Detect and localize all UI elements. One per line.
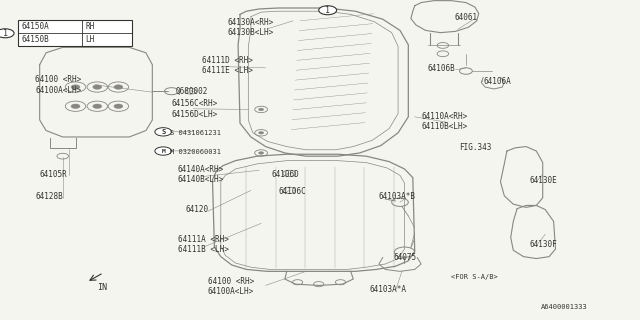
- Circle shape: [114, 104, 123, 108]
- Circle shape: [259, 108, 264, 111]
- Text: FIG.343: FIG.343: [460, 143, 492, 152]
- Text: 64111D <RH>
64111E <LH>: 64111D <RH> 64111E <LH>: [202, 56, 252, 75]
- Text: Q680002: Q680002: [176, 87, 209, 96]
- Circle shape: [93, 85, 102, 89]
- Text: M: M: [161, 148, 165, 154]
- Text: A6400001333: A6400001333: [541, 304, 588, 309]
- Text: LH: LH: [86, 35, 95, 44]
- Text: RH: RH: [86, 22, 95, 31]
- Circle shape: [71, 85, 80, 89]
- Circle shape: [319, 6, 337, 15]
- Circle shape: [259, 132, 264, 134]
- Text: 64156C<RH>
64156D<LH>: 64156C<RH> 64156D<LH>: [172, 99, 218, 118]
- Text: 64106D: 64106D: [272, 170, 300, 179]
- Circle shape: [259, 152, 264, 154]
- Text: S: S: [161, 129, 165, 135]
- Text: 64106A: 64106A: [483, 77, 511, 86]
- Text: 64061: 64061: [454, 13, 477, 22]
- Text: 64130F: 64130F: [530, 240, 557, 249]
- Text: M 0320060031: M 0320060031: [170, 149, 221, 155]
- Text: IN: IN: [97, 283, 108, 292]
- Text: 64103A*A: 64103A*A: [370, 285, 407, 294]
- Text: 64128B: 64128B: [35, 192, 63, 201]
- Text: S 0431061231: S 0431061231: [170, 130, 221, 136]
- Circle shape: [155, 147, 172, 155]
- Text: 64150A: 64150A: [22, 22, 49, 31]
- Text: 64110A<RH>
64110B<LH>: 64110A<RH> 64110B<LH>: [421, 112, 467, 131]
- Text: 1: 1: [3, 29, 8, 38]
- Text: 64100 <RH>
64100A<LH>: 64100 <RH> 64100A<LH>: [35, 75, 81, 94]
- Text: 64111A <RH>
64111B <LH>: 64111A <RH> 64111B <LH>: [178, 235, 228, 254]
- Text: 64105R: 64105R: [40, 170, 67, 179]
- Text: 64075: 64075: [394, 253, 417, 262]
- Text: 64140A<RH>
64140B<LH>: 64140A<RH> 64140B<LH>: [178, 165, 224, 184]
- Text: 64100 <RH>
64100A<LH>: 64100 <RH> 64100A<LH>: [208, 277, 254, 296]
- Text: 64106B: 64106B: [428, 64, 455, 73]
- Text: 64150B: 64150B: [22, 35, 49, 44]
- Circle shape: [114, 85, 123, 89]
- FancyBboxPatch shape: [18, 20, 132, 46]
- Text: <FOR S-A/B>: <FOR S-A/B>: [451, 274, 498, 280]
- Text: 64120: 64120: [186, 205, 209, 214]
- Circle shape: [0, 29, 14, 38]
- Circle shape: [71, 104, 80, 108]
- Circle shape: [155, 128, 172, 136]
- Text: 64106C: 64106C: [278, 188, 306, 196]
- Circle shape: [93, 104, 102, 108]
- Text: 64103A*B: 64103A*B: [379, 192, 416, 201]
- Text: 1: 1: [325, 6, 330, 15]
- Text: 64130E: 64130E: [530, 176, 557, 185]
- Text: 64130A<RH>
64130B<LH>: 64130A<RH> 64130B<LH>: [227, 18, 273, 37]
